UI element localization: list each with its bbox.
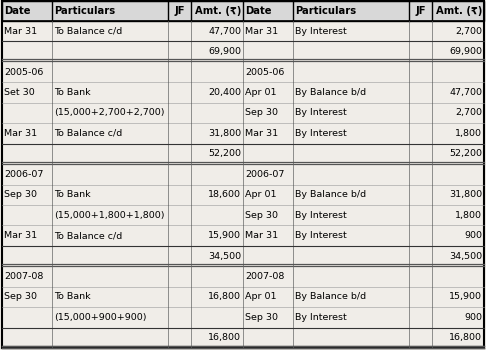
Text: Sep 30: Sep 30 <box>245 211 278 220</box>
Text: 69,900: 69,900 <box>449 47 482 56</box>
Bar <box>2 1 484 21</box>
Text: Amt. (₹): Amt. (₹) <box>194 6 241 16</box>
Text: 16,800: 16,800 <box>208 292 241 301</box>
Text: By Balance b/d: By Balance b/d <box>295 292 366 301</box>
Text: 47,700: 47,700 <box>208 27 241 36</box>
Text: 52,200: 52,200 <box>208 149 241 158</box>
Text: Date: Date <box>245 6 272 16</box>
Text: By Balance b/d: By Balance b/d <box>295 88 366 97</box>
Text: To Balance c/d: To Balance c/d <box>54 129 122 138</box>
Text: Sep 30: Sep 30 <box>245 313 278 322</box>
Text: JF: JF <box>174 6 185 16</box>
Text: 2006-07: 2006-07 <box>245 170 284 179</box>
Text: (15,000+900+900): (15,000+900+900) <box>54 313 147 322</box>
Text: 900: 900 <box>464 231 482 240</box>
Text: 900: 900 <box>464 313 482 322</box>
Text: Apr 01: Apr 01 <box>245 292 277 301</box>
Text: 47,700: 47,700 <box>449 88 482 97</box>
Text: Date: Date <box>4 6 31 16</box>
Text: 2007-08: 2007-08 <box>4 272 43 281</box>
Text: Mar 31: Mar 31 <box>245 129 278 138</box>
Text: By Interest: By Interest <box>295 129 347 138</box>
Text: 2007-08: 2007-08 <box>245 272 284 281</box>
Text: Sep 30: Sep 30 <box>4 292 37 301</box>
Text: Sep 30: Sep 30 <box>4 190 37 199</box>
Text: (15,000+1,800+1,800): (15,000+1,800+1,800) <box>54 211 165 220</box>
Text: By Interest: By Interest <box>295 108 347 118</box>
Text: Apr 01: Apr 01 <box>245 190 277 199</box>
Text: (15,000+2,700+2,700): (15,000+2,700+2,700) <box>54 108 165 118</box>
Text: Sep 30: Sep 30 <box>245 108 278 118</box>
Text: 34,500: 34,500 <box>208 252 241 260</box>
Text: By Balance b/d: By Balance b/d <box>295 190 366 199</box>
Text: 2006-07: 2006-07 <box>4 170 43 179</box>
Text: 1,800: 1,800 <box>455 129 482 138</box>
Text: 2005-06: 2005-06 <box>4 68 43 77</box>
Text: To Balance c/d: To Balance c/d <box>54 27 122 36</box>
Text: Mar 31: Mar 31 <box>245 27 278 36</box>
Text: Amt. (₹): Amt. (₹) <box>435 6 482 16</box>
Text: 2,700: 2,700 <box>455 27 482 36</box>
Text: 31,800: 31,800 <box>449 190 482 199</box>
Text: 2005-06: 2005-06 <box>245 68 284 77</box>
Text: Set 30: Set 30 <box>4 88 35 97</box>
Text: 31,800: 31,800 <box>208 129 241 138</box>
Text: Particulars: Particulars <box>295 6 357 16</box>
Text: By Interest: By Interest <box>295 27 347 36</box>
Text: JF: JF <box>415 6 426 16</box>
Text: To Bank: To Bank <box>54 190 91 199</box>
Text: 1,800: 1,800 <box>455 211 482 220</box>
Text: 20,400: 20,400 <box>208 88 241 97</box>
Text: By Interest: By Interest <box>295 313 347 322</box>
Text: To Bank: To Bank <box>54 292 91 301</box>
Text: Apr 01: Apr 01 <box>245 88 277 97</box>
Text: Mar 31: Mar 31 <box>4 231 37 240</box>
Text: By Interest: By Interest <box>295 211 347 220</box>
Text: 52,200: 52,200 <box>449 149 482 158</box>
Text: 34,500: 34,500 <box>449 252 482 260</box>
Text: To Bank: To Bank <box>54 88 91 97</box>
Text: 18,600: 18,600 <box>208 190 241 199</box>
Text: Mar 31: Mar 31 <box>4 129 37 138</box>
Text: 16,800: 16,800 <box>208 333 241 342</box>
Text: By Interest: By Interest <box>295 231 347 240</box>
Text: 15,900: 15,900 <box>449 292 482 301</box>
Text: 2,700: 2,700 <box>455 108 482 118</box>
Text: To Balance c/d: To Balance c/d <box>54 231 122 240</box>
Text: 69,900: 69,900 <box>208 47 241 56</box>
Text: Mar 31: Mar 31 <box>4 27 37 36</box>
Text: Particulars: Particulars <box>54 6 116 16</box>
Text: Mar 31: Mar 31 <box>245 231 278 240</box>
Text: 15,900: 15,900 <box>208 231 241 240</box>
Text: 16,800: 16,800 <box>449 333 482 342</box>
